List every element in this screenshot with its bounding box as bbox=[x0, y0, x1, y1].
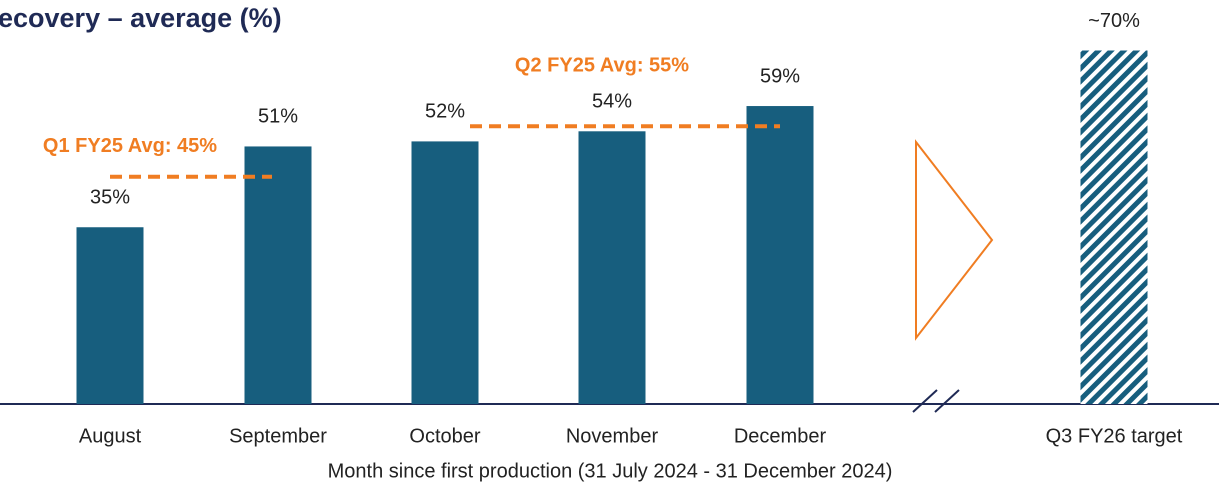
bar bbox=[411, 141, 479, 404]
x-tick-label: November bbox=[566, 425, 659, 447]
bar bbox=[578, 131, 646, 405]
x-axis-label: Month since first production (31 July 20… bbox=[328, 460, 893, 482]
x-tick-label: Q3 FY26 target bbox=[1046, 425, 1183, 447]
data-label: 35% bbox=[90, 187, 130, 209]
chart-title: ecovery – average (%) bbox=[0, 3, 282, 33]
x-tick-label: December bbox=[734, 425, 827, 447]
bar bbox=[746, 106, 814, 405]
data-label: 51% bbox=[258, 106, 298, 128]
x-tick-label: October bbox=[409, 425, 480, 447]
data-label: 54% bbox=[592, 91, 632, 113]
bar bbox=[1080, 50, 1148, 404]
arrow bbox=[915, 139, 994, 341]
average-label: Q1 FY25 Avg: 45% bbox=[43, 135, 217, 157]
x-tick-label: August bbox=[79, 425, 142, 447]
data-label: ~70% bbox=[1088, 10, 1140, 32]
bar bbox=[244, 146, 312, 404]
x-tick-label: September bbox=[229, 425, 327, 447]
axis-break bbox=[912, 389, 960, 413]
average-label: Q2 FY25 Avg: 55% bbox=[515, 55, 689, 77]
bar bbox=[76, 227, 144, 404]
data-label: 52% bbox=[425, 101, 465, 123]
data-label: 59% bbox=[760, 65, 800, 87]
